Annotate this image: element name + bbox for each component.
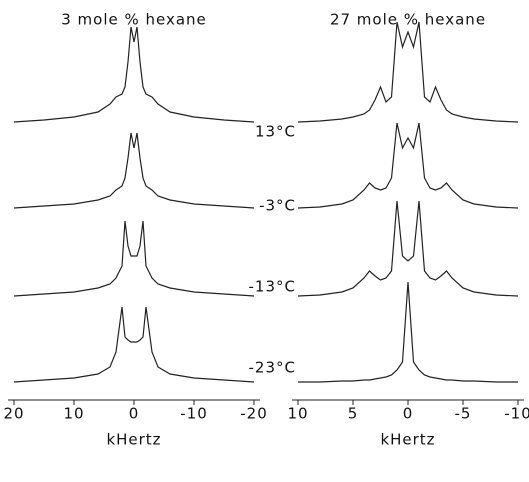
x-tick-label: -10 xyxy=(180,405,208,423)
spectrum xyxy=(297,21,519,123)
chart-title: 3 mole % hexane xyxy=(61,11,207,29)
spectrum xyxy=(297,122,519,209)
temperature-label: 13°C xyxy=(255,123,296,141)
x-tick-label: 0 xyxy=(403,405,414,423)
chart-title: 27 mole % hexane xyxy=(330,11,486,29)
spectrum xyxy=(13,26,255,123)
spectrum xyxy=(297,200,519,297)
x-tick-label: 0 xyxy=(129,405,140,423)
spectrum xyxy=(13,132,255,209)
x-axis-label: kHertz xyxy=(106,431,161,449)
x-tick-label: 20 xyxy=(3,405,24,423)
temperature-label: -3°C xyxy=(259,197,296,215)
x-axis-label: kHertz xyxy=(380,431,435,449)
spectrum xyxy=(13,306,255,383)
temperature-label: -23°C xyxy=(249,359,296,377)
x-tick-label: -5 xyxy=(455,405,472,423)
x-tick-label: -10 xyxy=(504,405,529,423)
spectrum xyxy=(298,281,518,383)
x-tick-label: -20 xyxy=(240,405,268,423)
x-tick-label: 10 xyxy=(287,405,308,423)
x-tick-label: 10 xyxy=(63,405,84,423)
temperature-label: -13°C xyxy=(249,278,296,296)
x-tick-label: 5 xyxy=(348,405,359,423)
spectrum xyxy=(13,220,255,297)
